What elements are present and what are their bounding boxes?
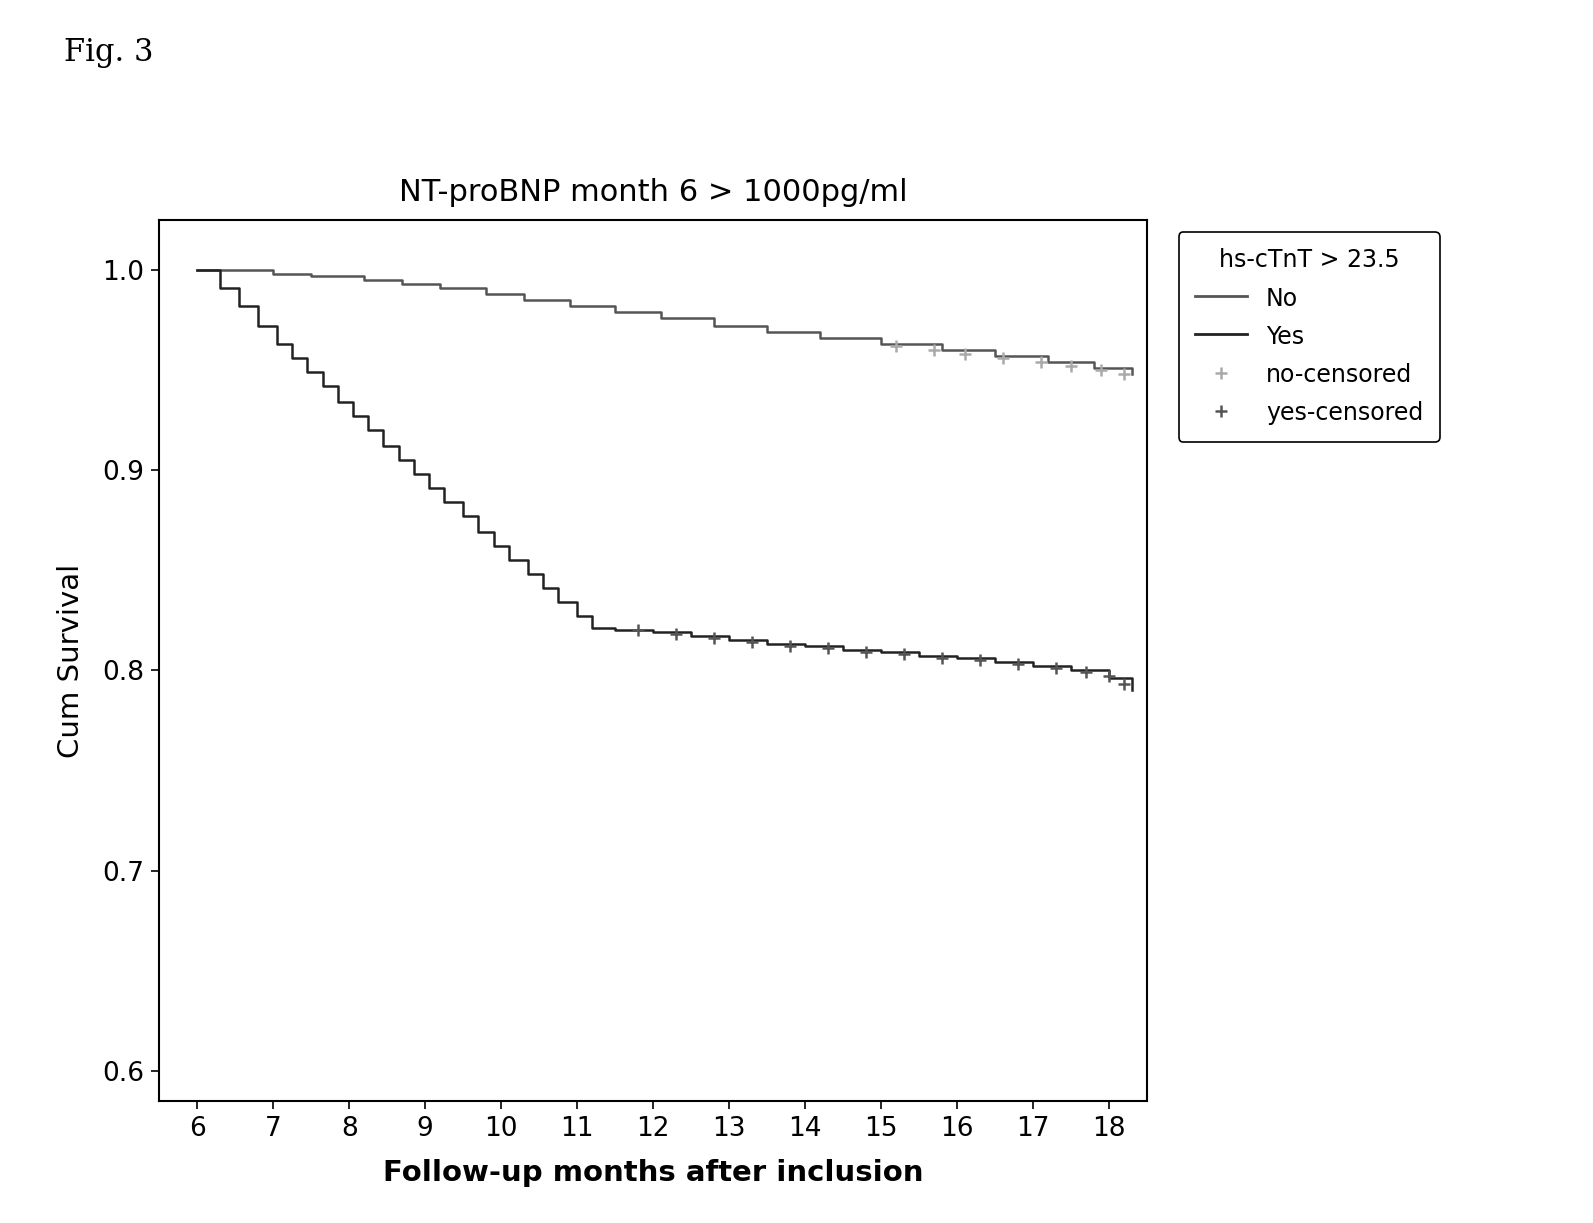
- Text: Fig. 3: Fig. 3: [64, 37, 153, 67]
- Y-axis label: Cum Survival: Cum Survival: [57, 564, 86, 757]
- X-axis label: Follow-up months after inclusion: Follow-up months after inclusion: [382, 1158, 924, 1186]
- Legend: No, Yes, no-censored, yes-censored: No, Yes, no-censored, yes-censored: [1179, 232, 1440, 442]
- Title: NT-proBNP month 6 > 1000pg/ml: NT-proBNP month 6 > 1000pg/ml: [398, 177, 908, 207]
